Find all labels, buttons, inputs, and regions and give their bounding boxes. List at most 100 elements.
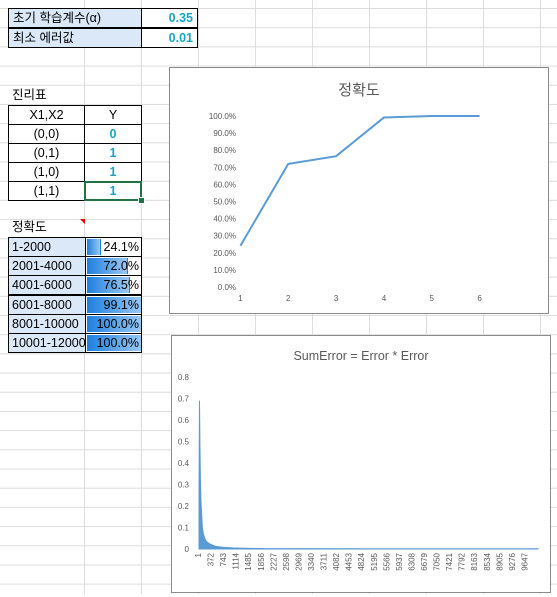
truth-table-output[interactable]: 1 — [84, 162, 142, 182]
accuracy-data-bar — [87, 258, 128, 275]
y-tick-label: 0.6 — [178, 416, 190, 425]
accuracy-value-cell[interactable]: 100.0% — [85, 313, 142, 334]
y-tick-label: 0.3 — [178, 481, 190, 490]
y-tick-label: 10.0% — [213, 266, 236, 275]
x-tick-label: 6679 — [420, 552, 429, 570]
y-tick-label: 0 — [185, 545, 190, 554]
y-tick-label: 50.0% — [213, 198, 236, 207]
accuracy-value-cell[interactable]: 24.1% — [85, 237, 142, 257]
x-tick-label: 1114 — [232, 552, 241, 569]
accuracy-value-text: 72.0% — [103, 259, 139, 274]
accuracy-value-text: 100.0% — [96, 336, 139, 350]
accuracy-value-text: 100.0% — [96, 316, 139, 331]
truth-table-output[interactable]: 1 — [84, 143, 142, 163]
x-tick-label: 4824 — [357, 552, 366, 570]
min-error-label[interactable]: 최소 에러값 — [8, 28, 142, 48]
x-tick-label: 1485 — [244, 552, 253, 570]
accuracy-data-bar — [87, 315, 141, 332]
accuracy-line-chart[interactable]: 정확도 0.0% 10.0% 20.0% 30.0% 40.0% 50.0% 60.0% 70… — [169, 67, 549, 314]
x-tick-label: 372 — [207, 552, 216, 566]
truth-table-input[interactable]: (1,1) — [8, 181, 85, 201]
x-tick-label: 9276 — [508, 552, 517, 570]
x-tick-label: 2227 — [269, 552, 278, 570]
truth-table-title[interactable]: 진리표 — [12, 88, 47, 102]
x-tick-label: 6308 — [407, 552, 416, 570]
accuracy-data-bar — [87, 296, 141, 313]
x-tick-label: 8163 — [470, 552, 479, 570]
truth-table-header-input[interactable]: X1,X2 — [8, 105, 85, 125]
x-tick-label: 5566 — [382, 552, 391, 570]
truth-table-header-output[interactable]: Y — [84, 105, 142, 125]
y-tick-label: 20.0% — [213, 249, 236, 258]
accuracy-range-label[interactable]: 10001-12000 — [8, 333, 86, 353]
comment-indicator[interactable] — [80, 219, 85, 224]
y-tick-label: 100.0% — [209, 112, 236, 121]
accuracy-range-label[interactable]: 8001-10000 — [8, 313, 86, 334]
sum-error-series-area — [198, 400, 539, 550]
truth-table-output-selected[interactable]: 1 — [84, 181, 142, 201]
y-tick-label: 0.0% — [218, 283, 236, 292]
sum-error-chart[interactable]: SumError = Error * Error 0 0.1 0.2 0.3 0.4 0.… — [171, 335, 551, 593]
x-tick-label: 5 — [430, 294, 435, 303]
y-tick-label: 0.7 — [178, 395, 190, 404]
x-tick-label: 743 — [219, 552, 228, 566]
accuracy-value-cell[interactable]: 72.0% — [85, 256, 142, 277]
accuracy-data-bar — [87, 277, 131, 294]
x-tick-label: 1 — [194, 552, 203, 557]
y-tick-label: 0.2 — [178, 502, 190, 511]
learning-rate-label[interactable]: 초기 학습계수(α) — [8, 8, 142, 28]
y-tick-label: 0.1 — [178, 524, 190, 533]
x-tick-label: 4 — [382, 294, 387, 303]
truth-table-input[interactable]: (0,1) — [8, 143, 85, 163]
accuracy-series-line — [239, 115, 480, 247]
x-tick-label: 2598 — [282, 552, 291, 570]
x-tick-label: 8534 — [483, 552, 492, 570]
accuracy-value-cell[interactable]: 99.1% — [85, 294, 142, 315]
x-tick-label: 2969 — [294, 552, 303, 570]
y-tick-label: 80.0% — [213, 146, 236, 155]
accuracy-range-label[interactable]: 6001-8000 — [8, 294, 86, 315]
accuracy-value-text: 24.1% — [103, 240, 139, 254]
x-tick-label: 3340 — [307, 552, 316, 570]
accuracy-value-cell[interactable]: 100.0% — [85, 333, 142, 353]
accuracy-data-bar — [87, 239, 102, 255]
y-tick-label: 90.0% — [213, 129, 236, 138]
truth-table-input[interactable]: (1,0) — [8, 162, 85, 182]
x-tick-label: 5937 — [395, 552, 404, 570]
chart-title: 정확도 — [338, 82, 380, 99]
x-tick-label: 6 — [477, 294, 482, 303]
accuracy-chart-svg: 정확도 0.0% 10.0% 20.0% 30.0% 40.0% 50.0% 60.0% 70… — [209, 82, 482, 303]
y-tick-label: 70.0% — [213, 163, 236, 172]
y-tick-label: 60.0% — [213, 180, 236, 189]
accuracy-range-label[interactable]: 4001-6000 — [8, 275, 86, 296]
truth-table-input[interactable]: (0,0) — [8, 124, 85, 144]
learning-rate-value[interactable]: 0.35 — [141, 8, 198, 28]
y-tick-label: 0.5 — [178, 438, 190, 447]
x-tick-label: 4082 — [332, 552, 341, 570]
accuracy-data-bar — [87, 335, 141, 351]
accuracy-range-label[interactable]: 1-2000 — [8, 237, 86, 257]
x-tick-label: 1856 — [257, 552, 266, 570]
x-tick-label: 7050 — [433, 552, 442, 570]
truth-table-output[interactable]: 0 — [84, 124, 142, 144]
y-tick-label: 30.0% — [213, 232, 236, 241]
chart-title: SumError = Error * Error — [293, 349, 428, 363]
accuracy-value-text: 99.1% — [103, 297, 139, 312]
y-tick-label: 0.8 — [178, 373, 190, 382]
x-tick-label: 2 — [286, 294, 291, 303]
accuracy-value-text: 76.5% — [103, 278, 139, 293]
x-tick-label: 5195 — [370, 552, 379, 570]
x-tick-label: 3711 — [320, 552, 329, 570]
accuracy-range-label[interactable]: 2001-4000 — [8, 256, 86, 277]
x-tick-label: 7792 — [458, 552, 467, 570]
y-tick-label: 0.4 — [178, 459, 190, 468]
x-tick-label: 1 — [238, 294, 243, 303]
x-tick-label: 4453 — [345, 552, 354, 570]
x-tick-label: 9647 — [520, 552, 529, 570]
x-tick-label: 3 — [334, 294, 339, 303]
fill-handle[interactable] — [138, 197, 145, 204]
y-tick-label: 40.0% — [213, 215, 236, 224]
accuracy-value-cell[interactable]: 76.5% — [85, 275, 142, 296]
min-error-value[interactable]: 0.01 — [141, 28, 198, 48]
accuracy-table-title[interactable]: 정확도 — [12, 220, 47, 234]
